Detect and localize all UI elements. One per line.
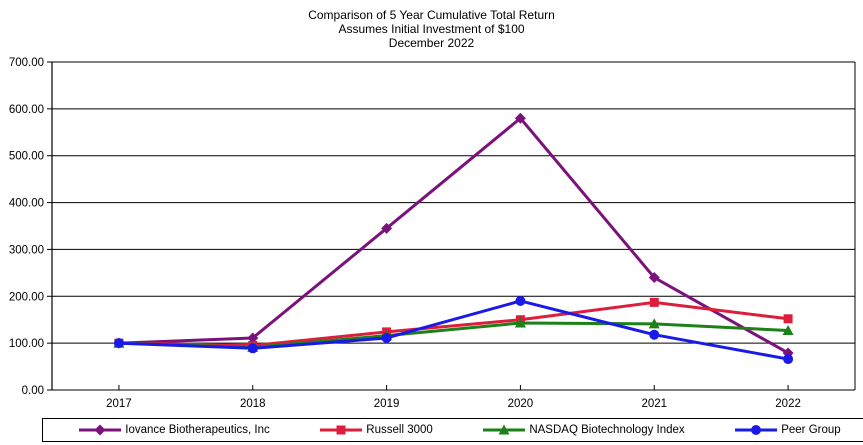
circle-marker-icon [649, 329, 660, 340]
y-axis-label: 300.00 [9, 244, 44, 256]
triangle-marker-icon [648, 318, 660, 329]
circle-marker-icon [515, 295, 526, 306]
x-axis-label: 2021 [641, 398, 667, 410]
x-axis-label: 2018 [240, 398, 266, 410]
x-axis-label: 2017 [106, 398, 132, 410]
circle-marker-icon [783, 354, 794, 365]
chart-title-line1: Comparison of 5 Year Cumulative Total Re… [308, 8, 555, 22]
x-axis-label: 2020 [508, 398, 534, 410]
circle-legend-key-icon [735, 425, 778, 435]
y-axis-label: 600.00 [9, 104, 44, 116]
x-axis-label: 2019 [374, 398, 400, 410]
triangle-legend-key-icon [483, 424, 526, 435]
diamond-marker-icon [247, 332, 259, 344]
square-legend-key-icon [320, 425, 363, 435]
legend-item-label: Russell 3000 [366, 424, 433, 436]
chart-title-line2: Assumes Initial Investment of $100 [338, 22, 525, 36]
chart-title-line3: December 2022 [388, 36, 475, 50]
circle-marker-icon [751, 425, 762, 435]
triangle-marker-icon [498, 424, 510, 435]
diamond-marker-icon [648, 272, 660, 284]
series-line [117, 300, 790, 347]
square-marker-icon [336, 425, 346, 435]
legend-item: Russell 3000 [318, 423, 433, 437]
square-marker-icon [649, 297, 659, 307]
series-line [117, 116, 790, 355]
legend-item-label: NASDAQ Biotechnology Index [529, 424, 685, 436]
series-line [117, 299, 790, 361]
diamond-marker-icon [381, 222, 393, 234]
triangle-marker-icon [782, 324, 794, 335]
chart-title: Comparison of 5 Year Cumulative Total Re… [0, 8, 863, 50]
y-axis-label: 0.00 [22, 385, 44, 397]
square-marker-icon [783, 314, 793, 324]
y-axis-label: 100.00 [9, 338, 44, 350]
legend-item-label: Iovance Biotherapeutics, Inc [125, 424, 270, 436]
circle-marker-icon [247, 343, 258, 354]
y-axis-label: 400.00 [9, 198, 44, 210]
diamond-marker-icon [514, 112, 526, 124]
diamond-marker-icon [94, 424, 106, 436]
triangle-marker-icon [514, 317, 526, 328]
diamond-legend-key-icon [79, 424, 122, 436]
chart-legend: Iovance Biotherapeutics, Inc Russell 3000… [42, 418, 863, 442]
circle-marker-icon [381, 332, 392, 343]
y-axis-label: 500.00 [9, 151, 44, 163]
circle-marker-icon [113, 338, 124, 349]
legend-item: Peer Group [733, 423, 841, 437]
legend-item: NASDAQ Biotechnology Index [481, 423, 685, 437]
legend-item-label: Peer Group [781, 424, 841, 436]
y-axis-label: 700.00 [9, 57, 44, 69]
legend-item: Iovance Biotherapeutics, Inc [77, 423, 270, 437]
y-axis-label: 200.00 [9, 291, 44, 303]
x-axis-label: 2022 [775, 398, 801, 410]
